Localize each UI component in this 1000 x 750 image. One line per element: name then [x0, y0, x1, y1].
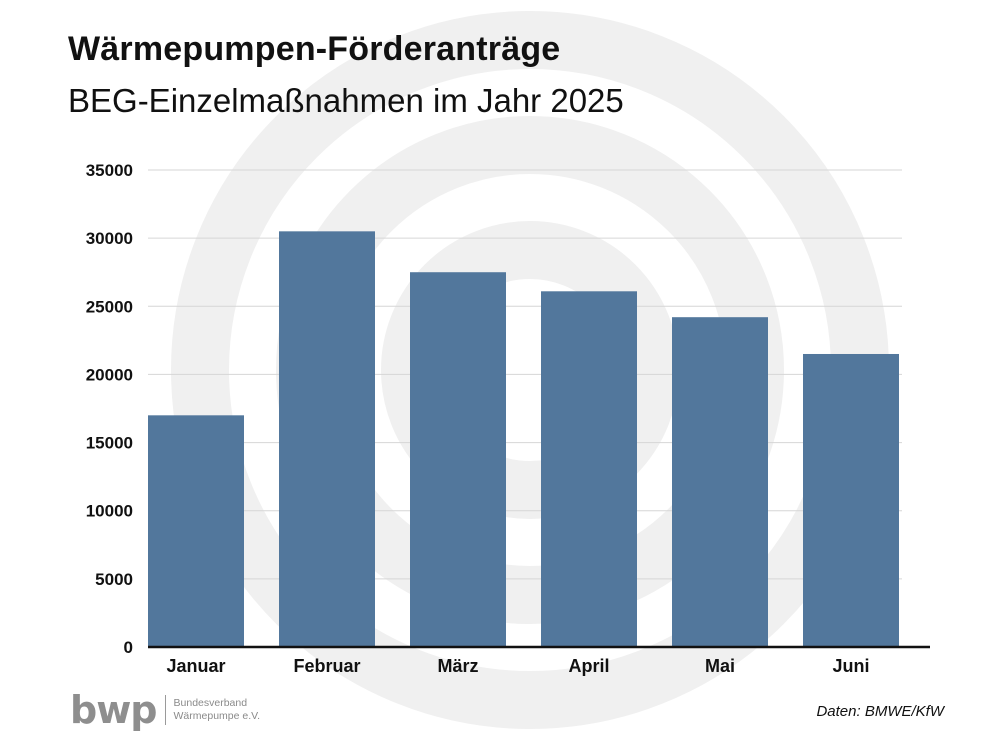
logo-text-line1: Bundesverband	[173, 697, 248, 709]
x-tick-label: März	[437, 656, 478, 676]
bar-juni	[803, 353, 899, 647]
y-tick-label: 25000	[86, 297, 133, 316]
bar-april	[541, 291, 637, 647]
logo-divider	[164, 695, 166, 725]
logo-mark: bwp	[70, 688, 158, 732]
x-tick-label: April	[568, 656, 609, 676]
bar-februar	[279, 231, 375, 648]
data-source: Daten: BMWE/KfW	[816, 703, 944, 720]
chart-subtitle: BEG-Einzelmaßnahmen im Jahr 2025	[68, 82, 624, 119]
bar-mai	[672, 317, 768, 647]
y-tick-label: 20000	[86, 365, 133, 384]
x-tick-label: Januar	[166, 656, 225, 676]
y-tick-label: 15000	[86, 434, 133, 453]
bar-märz	[410, 272, 506, 647]
bar-januar	[148, 415, 244, 647]
y-tick-label: 35000	[86, 161, 133, 180]
bwp-logo: bwp Bundesverband Wärmepumpe e.V.	[70, 690, 260, 730]
y-tick-label: 5000	[95, 570, 133, 589]
logo-text-line2: Wärmepumpe e.V.	[173, 710, 261, 722]
chart-title: Wärmepumpen-Förderanträge	[68, 30, 561, 68]
x-tick-label: Juni	[832, 656, 869, 676]
x-tick-label: Mai	[705, 656, 735, 676]
logo-text: Bundesverband Wärmepumpe e.V.	[174, 697, 261, 723]
y-tick-label: 30000	[86, 229, 133, 248]
x-tick-label: Februar	[293, 656, 360, 676]
y-tick-label: 10000	[86, 502, 133, 521]
y-tick-label: 0	[124, 638, 133, 657]
